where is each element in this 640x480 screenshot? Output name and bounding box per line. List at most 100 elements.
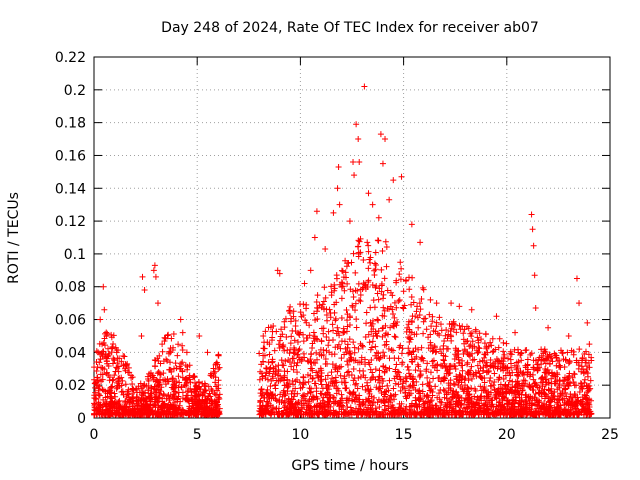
data-point bbox=[424, 398, 431, 405]
data-point bbox=[368, 393, 375, 400]
data-point bbox=[579, 406, 586, 413]
data-point bbox=[393, 277, 400, 284]
data-point bbox=[167, 359, 174, 366]
data-point bbox=[507, 350, 514, 357]
data-point bbox=[434, 361, 441, 368]
data-point bbox=[348, 259, 355, 266]
data-point bbox=[171, 411, 178, 418]
data-point bbox=[578, 409, 585, 416]
data-point bbox=[354, 243, 361, 250]
data-point bbox=[97, 408, 104, 415]
data-point bbox=[359, 383, 366, 390]
data-point bbox=[332, 344, 339, 351]
data-point bbox=[405, 350, 412, 357]
data-point bbox=[566, 357, 573, 364]
data-point bbox=[259, 391, 266, 398]
data-point bbox=[352, 300, 359, 307]
data-point bbox=[488, 397, 495, 404]
data-point bbox=[116, 375, 123, 382]
data-point bbox=[343, 399, 350, 406]
data-point bbox=[296, 346, 303, 353]
data-point bbox=[423, 393, 430, 400]
data-point bbox=[119, 411, 126, 418]
data-point bbox=[279, 331, 286, 338]
data-point bbox=[390, 347, 397, 354]
data-point bbox=[372, 330, 379, 337]
data-point bbox=[269, 358, 276, 365]
data-point bbox=[326, 394, 333, 401]
data-point bbox=[420, 357, 427, 364]
data-point bbox=[145, 411, 152, 418]
data-point bbox=[373, 349, 380, 356]
data-point bbox=[106, 407, 113, 414]
data-point bbox=[145, 403, 152, 410]
data-point bbox=[350, 250, 357, 257]
data-point bbox=[499, 386, 506, 393]
data-point bbox=[113, 364, 120, 371]
data-point bbox=[504, 369, 511, 376]
data-point bbox=[351, 349, 358, 356]
data-point bbox=[404, 363, 411, 370]
data-point bbox=[512, 329, 519, 336]
data-point bbox=[396, 297, 403, 304]
data-point bbox=[514, 391, 521, 398]
data-point bbox=[341, 373, 348, 380]
data-point bbox=[356, 159, 363, 166]
data-point bbox=[474, 362, 481, 369]
data-point bbox=[398, 350, 405, 357]
data-point bbox=[201, 383, 208, 390]
data-point bbox=[104, 393, 111, 400]
data-point bbox=[489, 409, 496, 416]
data-point bbox=[317, 404, 324, 411]
data-point bbox=[481, 379, 488, 386]
data-point bbox=[429, 392, 436, 399]
y-tick-label: 0.18 bbox=[55, 116, 86, 132]
data-point bbox=[292, 411, 299, 418]
data-point bbox=[426, 311, 433, 318]
data-point bbox=[187, 385, 194, 392]
data-point bbox=[216, 364, 223, 371]
data-point bbox=[325, 403, 332, 410]
data-point bbox=[293, 376, 300, 383]
data-point bbox=[544, 357, 551, 364]
data-point bbox=[412, 402, 419, 409]
data-point bbox=[116, 355, 123, 362]
data-point bbox=[152, 378, 159, 385]
data-point bbox=[430, 375, 437, 382]
data-point bbox=[406, 373, 413, 380]
data-point bbox=[286, 350, 293, 357]
data-point bbox=[456, 407, 463, 414]
data-point bbox=[530, 364, 537, 371]
data-point bbox=[282, 403, 289, 410]
data-point bbox=[430, 404, 437, 411]
data-point bbox=[458, 379, 465, 386]
data-point bbox=[95, 391, 102, 398]
data-point bbox=[450, 320, 457, 327]
data-point bbox=[107, 403, 114, 410]
data-point bbox=[266, 341, 273, 348]
data-point bbox=[551, 389, 558, 396]
data-point bbox=[454, 348, 461, 355]
data-point bbox=[307, 356, 314, 363]
data-point bbox=[535, 389, 542, 396]
data-point bbox=[260, 332, 267, 339]
data-point bbox=[570, 411, 577, 418]
data-point bbox=[356, 297, 363, 304]
data-point bbox=[431, 343, 438, 350]
data-point bbox=[576, 346, 583, 353]
data-point bbox=[353, 395, 360, 402]
data-point bbox=[337, 345, 344, 352]
data-point bbox=[381, 368, 388, 375]
data-point bbox=[285, 356, 292, 363]
data-point bbox=[429, 402, 436, 409]
data-point bbox=[529, 402, 536, 409]
data-point bbox=[183, 349, 190, 356]
data-point bbox=[379, 333, 386, 340]
data-point bbox=[579, 385, 586, 392]
data-point bbox=[288, 315, 295, 322]
data-point bbox=[546, 351, 553, 358]
data-point bbox=[490, 364, 497, 371]
data-point bbox=[397, 259, 404, 266]
data-point bbox=[258, 385, 265, 392]
data-point bbox=[492, 359, 499, 366]
